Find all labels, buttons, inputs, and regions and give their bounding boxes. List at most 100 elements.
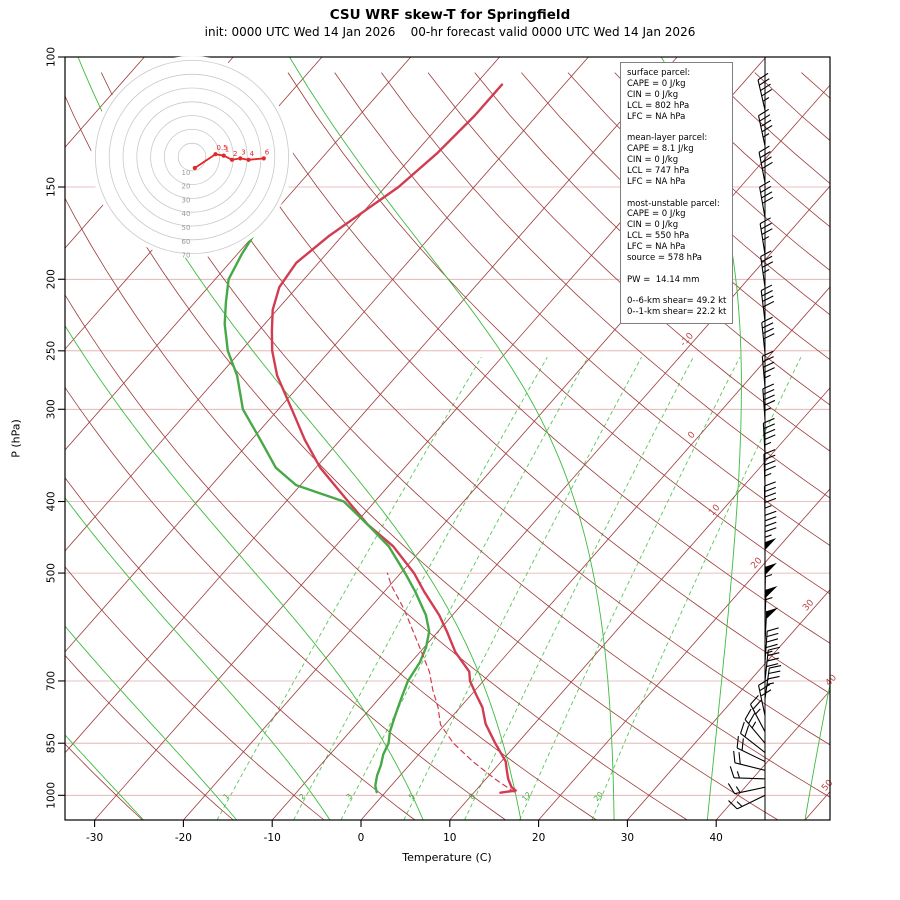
info-line: LFC = NA hPa <box>627 242 686 252</box>
wind-barb <box>758 108 773 147</box>
svg-text:10: 10 <box>443 832 456 844</box>
hodograph-height-label: 1 <box>225 146 229 154</box>
wind-barb <box>764 665 782 699</box>
svg-text:5: 5 <box>407 791 417 801</box>
hodograph-ring <box>150 115 234 199</box>
info-line: CIN = 0 J/kg <box>627 220 679 231</box>
wind-barb <box>763 481 777 518</box>
parcel-trace <box>386 572 515 793</box>
svg-text:100: 100 <box>46 47 58 67</box>
hodograph-ring <box>122 87 262 227</box>
wind-barb <box>762 417 776 455</box>
wind-barb <box>758 145 773 183</box>
wind-barb <box>757 72 773 111</box>
info-line: 0--1-km shear= 22.2 kt <box>627 307 727 318</box>
svg-text:50: 50 <box>820 778 835 793</box>
hodograph-trace-point <box>192 165 197 171</box>
chart-title: CSU WRF skew-T for Springfield <box>329 7 571 23</box>
dewpoint-trace <box>223 235 431 794</box>
hodograph-height-label: 2 <box>233 150 237 158</box>
wind-barb <box>740 721 766 753</box>
hodograph-ring-label: 20 <box>182 183 191 191</box>
svg-text:3: 3 <box>344 791 354 801</box>
svg-text:2: 2 <box>297 791 307 801</box>
hodograph-height-label: 4 <box>250 150 255 158</box>
temperature-trace <box>270 83 517 794</box>
svg-text:0: 0 <box>686 430 697 441</box>
svg-text:200: 200 <box>46 269 58 289</box>
svg-text:700: 700 <box>46 671 58 691</box>
wind-barb <box>729 766 766 780</box>
wind-barb <box>733 750 766 771</box>
info-line: source = 578 hPa <box>627 252 703 263</box>
svg-text:30: 30 <box>801 598 816 613</box>
hodograph-ring-label: 10 <box>182 169 191 177</box>
wind-barb <box>763 449 776 486</box>
skewt-grid <box>65 57 830 820</box>
svg-text:0: 0 <box>358 832 365 844</box>
hodograph-ring <box>136 101 248 213</box>
info-line: surface parcel: <box>627 68 691 78</box>
wind-barb <box>749 695 766 732</box>
wind-barb <box>762 383 776 420</box>
mixing-ratio-labels: 1 2 3 5 8 12 20 <box>221 790 605 803</box>
hodograph-height-label: 3 <box>241 148 245 156</box>
info-line: LFC = NA hPa <box>627 176 686 187</box>
wind-barb <box>759 217 773 255</box>
svg-text:300: 300 <box>46 399 58 419</box>
info-line: most-unstable parcel: <box>627 198 720 209</box>
svg-text:500: 500 <box>46 563 58 583</box>
wind-barb <box>764 627 779 663</box>
hodograph-ring-label: 70 <box>182 252 191 260</box>
moist-adiabats <box>65 57 830 820</box>
info-line: CIN = 0 J/kg <box>627 89 679 100</box>
hodograph-ring-label: 60 <box>182 238 191 246</box>
info-line <box>627 286 726 297</box>
svg-text:1000: 1000 <box>46 782 58 809</box>
hodograph-backing <box>91 56 293 258</box>
hodograph-ring <box>108 73 276 241</box>
wind-barb <box>736 735 766 763</box>
wind-barb <box>764 646 781 682</box>
hodograph-trace-point <box>229 157 235 162</box>
sounding-traces <box>223 83 517 794</box>
svg-text:20: 20 <box>592 790 605 803</box>
hodograph-ring <box>177 142 207 172</box>
svg-text:-20: -20 <box>175 832 192 844</box>
svg-text:-10: -10 <box>264 832 281 844</box>
hodograph-ring-label: 30 <box>182 196 191 204</box>
info-line: 0--6-km shear= 49.2 kt <box>627 296 727 307</box>
svg-text:-30: -30 <box>86 832 103 844</box>
isotherm-lines <box>65 57 830 820</box>
hodograph-trace-point <box>261 156 266 161</box>
svg-text:8: 8 <box>467 791 477 801</box>
wind-barb <box>760 250 774 288</box>
info-line: CAPE = 8.1 J/kg <box>627 144 694 155</box>
wind-barb <box>764 562 777 598</box>
info-line: CAPE = 0 J/kg <box>627 78 686 89</box>
hodograph-trace-point <box>213 152 218 157</box>
info-line: PW = 14.14 mm <box>627 274 700 285</box>
hodograph-trace-point <box>221 153 226 158</box>
svg-text:20: 20 <box>749 556 764 571</box>
info-line: LCL = 550 hPa <box>627 231 690 242</box>
info-line: mean-layer parcel: <box>627 133 708 144</box>
svg-text:40: 40 <box>710 832 723 844</box>
wind-barb <box>764 607 779 643</box>
hodograph-height-label: 0.5 <box>216 144 227 152</box>
hodograph-trace-point <box>238 156 243 161</box>
wind-barb <box>764 510 777 547</box>
svg-text:12: 12 <box>520 790 533 803</box>
svg-text:150: 150 <box>46 177 58 197</box>
wind-barb <box>728 794 766 810</box>
wind-barb <box>761 350 775 388</box>
svg-text:1: 1 <box>221 791 231 801</box>
parcel-info-box: surface parcel: CAPE = 0 J/kg CIN = 0 J/kg… <box>620 62 733 325</box>
info-line: LFC = NA hPa <box>627 111 686 122</box>
wind-barbs <box>727 57 782 820</box>
wind-barb <box>761 316 775 354</box>
svg-text:400: 400 <box>46 491 58 511</box>
